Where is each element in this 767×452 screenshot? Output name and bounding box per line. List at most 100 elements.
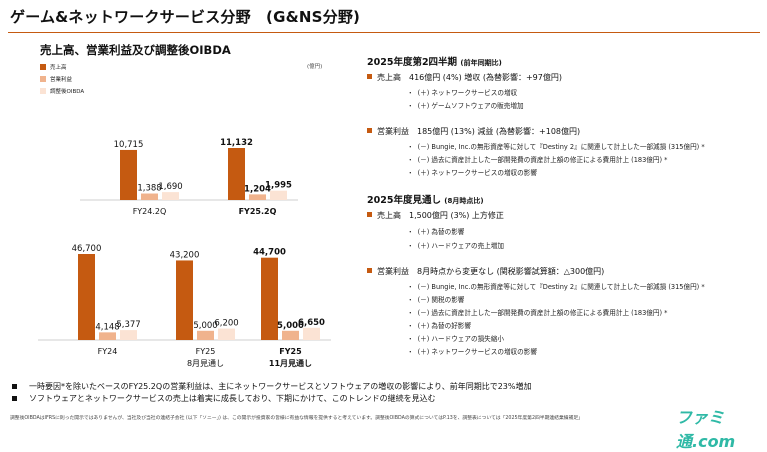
bullet-square <box>12 383 17 389</box>
sub-item: ・ (＋) 為替の好影響 <box>407 322 471 330</box>
bullet-square <box>12 395 17 401</box>
chart-section-title: 売上高、営業利益及び調整後OIBDA <box>40 43 231 57</box>
data-label: 6,200 <box>214 319 238 329</box>
q2-subtitle: (前年同期比) <box>460 59 502 67</box>
data-label: 5,000 <box>193 321 217 331</box>
sub-item-text: (＋) ゲームソフトウェアの販売増加 <box>417 102 524 110</box>
sub-item: ・ (－) Bungie, Inc.の無形資産等に対して『Destiny 2』に関… <box>407 283 705 291</box>
category-label: 11月見通し <box>269 358 312 368</box>
data-label: 43,200 <box>170 250 200 260</box>
data-label: 4,148 <box>95 322 119 332</box>
chart-legend: 売上高 営業利益 調整後OIBDA <box>40 61 84 97</box>
data-label: 1,388 <box>137 184 161 194</box>
data-label: 1,690 <box>158 182 182 192</box>
sub-item-text: (＋) 為替の好影響 <box>417 322 471 330</box>
category-label: FY25 <box>279 347 302 356</box>
forecast-section-title: 2025年度見通し (8月時点比) <box>367 192 484 206</box>
q2-op-bullet: 営業利益 185億円 (13%) 減益 (為替影響：+108億円) <box>367 126 580 137</box>
bar-sales <box>120 149 137 200</box>
sub-item-text: (－) 過去に資産計上した一部開発費の資産計上額の修正による費用計上 (183億… <box>417 156 668 164</box>
data-label: 11,132 <box>220 138 253 148</box>
sub-item-text: (－) 過去に資産計上した一部開発費の資産計上額の修正による費用計上 (183億… <box>417 309 668 317</box>
bar-operating-income <box>282 330 299 340</box>
sub-item-text: (＋) ネットワークサービスの増収の影響 <box>417 169 537 177</box>
watermark-logo: ファミ通.com <box>676 408 736 451</box>
bar-oibda <box>120 330 137 340</box>
bullet-square <box>367 128 372 133</box>
sub-item: ・ (＋) ネットワークサービスの増収の影響 <box>407 348 537 356</box>
summary-text: 一時要因*を除いたベースのFY25.2Qの営業利益は、主にネットワークサービスと… <box>29 381 532 391</box>
sub-item-text: (＋) 為替の影響 <box>417 228 465 236</box>
bullet-text: 売上高 1,500億円 (3%) 上方修正 <box>377 211 504 220</box>
data-label: 1,995 <box>265 181 292 191</box>
bullet-text: 売上高 416億円 (4%) 増収 (為替影響：+97億円) <box>377 73 562 82</box>
category-label: FY25.2Q <box>239 207 277 216</box>
sub-item: ・ (＋) ネットワークサービスの増収 <box>407 89 518 97</box>
legend-item-oibda: 調整後OIBDA <box>40 85 84 97</box>
sub-item: ・ (＋) ゲームソフトウェアの販売増加 <box>407 102 524 110</box>
bullet-square <box>367 74 372 79</box>
sub-item: ・ (＋) ハードウェアの損失縮小 <box>407 335 504 343</box>
data-label: 44,700 <box>253 248 286 258</box>
forecast-title: 2025年度見通し <box>367 195 441 206</box>
bar-sales <box>261 257 278 340</box>
sub-item-text: (＋) ハードウェアの売上増加 <box>417 242 504 250</box>
sub-item-text: (＋) ネットワークサービスの増収 <box>417 89 518 97</box>
bullet-square <box>367 212 372 217</box>
sub-item-text: (－) 関税の影響 <box>417 296 465 304</box>
bullet-text: 営業利益 8月時点から変更なし (関税影響試算額：△300億円) <box>377 267 605 276</box>
sub-item: ・ (－) 関税の影響 <box>407 296 465 304</box>
bar-oibda <box>303 327 320 340</box>
data-label: 10,715 <box>114 140 144 150</box>
bullet-square <box>367 268 372 273</box>
legend-swatch <box>40 88 46 94</box>
data-label: 5,000 <box>277 321 304 331</box>
bar-oibda <box>218 328 235 340</box>
sub-item-text: (＋) ネットワークサービスの増収の影響 <box>417 348 537 356</box>
summary-bullet: ソフトウェアとネットワークサービスの売上は着実に成長しており、下期にかけて、この… <box>12 392 532 404</box>
title-divider <box>8 32 760 33</box>
bar-sales <box>228 148 245 200</box>
forecast-subtitle: (8月時点比) <box>444 197 484 205</box>
sub-item-text: (＋) ハードウェアの損失縮小 <box>417 335 504 343</box>
legend-swatch <box>40 64 46 70</box>
category-label: 8月見通し <box>187 358 224 368</box>
legend-label: 売上高 <box>50 65 67 71</box>
data-label: 6,650 <box>298 318 325 328</box>
sub-item: ・ (－) Bungie, Inc.の無形資産等に対して『Destiny 2』に関… <box>407 143 705 151</box>
data-label: 46,700 <box>72 244 102 254</box>
data-label: 1,204 <box>244 184 271 194</box>
forecast-sales-bullet: 売上高 1,500億円 (3%) 上方修正 <box>367 210 504 221</box>
bar-operating-income <box>141 193 158 200</box>
legend-label: 営業利益 <box>50 77 73 83</box>
sub-item: ・ (＋) 為替の影響 <box>407 228 465 236</box>
sub-item-text: (－) Bungie, Inc.の無形資産等に対して『Destiny 2』に関連… <box>417 283 705 291</box>
bar-operating-income <box>249 194 266 200</box>
unit-label: (億円) <box>307 64 323 70</box>
sub-item: ・ (＋) ハードウェアの売上増加 <box>407 242 504 250</box>
summary-bullet: 一時要因*を除いたベースのFY25.2Qの営業利益は、主にネットワークサービスと… <box>12 380 532 392</box>
category-label: FY24 <box>98 347 118 356</box>
sub-item: ・ (－) 過去に資産計上した一部開発費の資産計上額の修正による費用計上 (183… <box>407 309 668 317</box>
legend-swatch <box>40 76 46 82</box>
bar-oibda <box>162 192 179 200</box>
bar-sales <box>78 254 95 340</box>
sub-item: ・ (＋) ネットワークサービスの増収の影響 <box>407 169 537 177</box>
forecast-op-bullet: 営業利益 8月時点から変更なし (関税影響試算額：△300億円) <box>367 266 604 277</box>
bar-sales <box>176 260 193 340</box>
legend-item-op: 営業利益 <box>40 73 84 85</box>
category-label: FY25 <box>196 347 216 356</box>
q2-section-title: 2025年度第2四半期 (前年同期比) <box>367 54 502 68</box>
sub-item: ・ (－) 過去に資産計上した一部開発費の資産計上額の修正による費用計上 (183… <box>407 156 668 164</box>
q2-title: 2025年度第2四半期 <box>367 57 458 68</box>
bar-operating-income <box>99 332 116 340</box>
bar-operating-income <box>197 330 214 340</box>
q2-sales-bullet: 売上高 416億円 (4%) 増収 (為替影響：+97億円) <box>367 72 562 83</box>
slide-title: ゲーム&ネットワークサービス分野 (G&NS分野) <box>10 8 361 26</box>
legend-label: 調整後OIBDA <box>50 89 85 95</box>
bar-oibda <box>270 190 287 200</box>
bullet-text: 営業利益 185億円 (13%) 減益 (為替影響：+108億円) <box>377 127 581 136</box>
summary-text: ソフトウェアとネットワークサービスの売上は着実に成長しており、下期にかけて、この… <box>29 393 436 403</box>
summary-bullets: 一時要因*を除いたベースのFY25.2Qの営業利益は、主にネットワークサービスと… <box>12 380 532 404</box>
